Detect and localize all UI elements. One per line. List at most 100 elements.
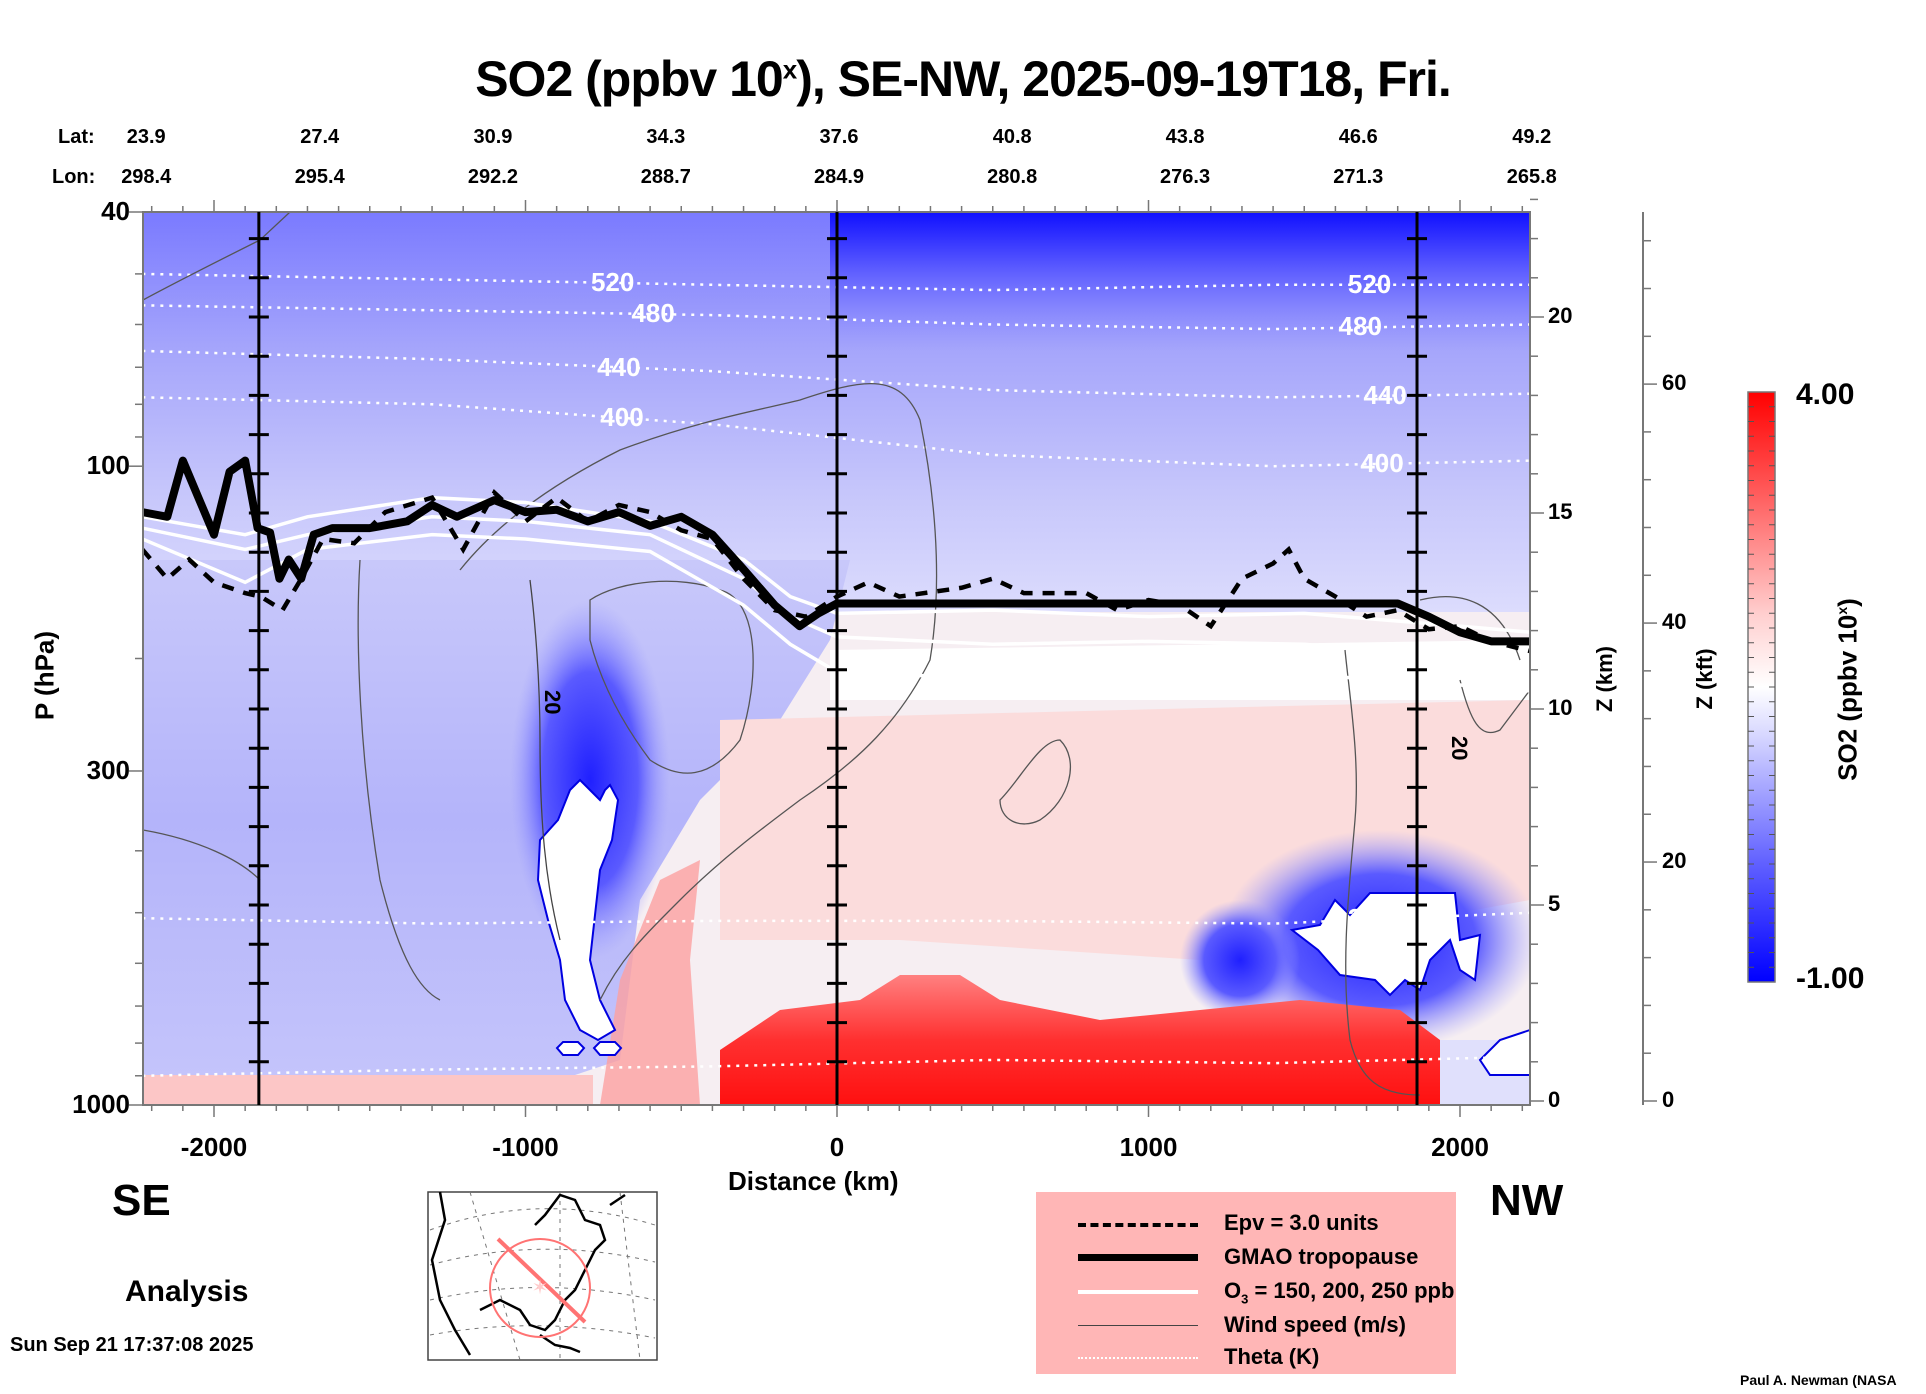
theta-label: 320 [1347, 903, 1392, 934]
region-left-troposphere [143, 560, 850, 1080]
longitude-label: 284.9 [813, 166, 865, 188]
analysis-label: Analysis [125, 1275, 249, 1308]
wind-contour-lower-left [143, 829, 261, 881]
region-white-band [830, 640, 1530, 700]
epv-contour [143, 489, 1530, 654]
lat-label: Lat: [58, 126, 95, 148]
legend-white-line-icon [1078, 1290, 1198, 1294]
latitude-label: 40.8 [992, 126, 1032, 148]
longitude-label: 298.4 [121, 166, 172, 188]
y-tick-label: 300 [86, 754, 130, 785]
legend-ozone-sub: 3 [1241, 1291, 1249, 1307]
theta-label: 520 [1347, 268, 1392, 299]
timestamp: Sun Sep 21 17:37:08 2025 [10, 1334, 254, 1356]
x-axis-ticks [150, 200, 1524, 1117]
zkm-axis-title: Z (km) [1592, 646, 1617, 712]
inset-map-coastlines [430, 1191, 626, 1356]
x-tick-label: 2000 [1431, 1132, 1489, 1162]
title-main: SO2 (ppbv 10 [475, 51, 784, 107]
legend: Epv = 3.0 units GMAO tropopause O3 = 150… [1036, 1192, 1456, 1374]
inset-map-center-star-icon: ✶ [532, 1277, 549, 1299]
zkm-tick-label: 10 [1548, 695, 1573, 720]
longitude-label: 271.3 [1333, 166, 1384, 188]
latitude-label: 43.8 [1165, 126, 1205, 148]
colorbar-title-main: SO2 (ppbv 10 [1832, 614, 1863, 781]
latitude-label: 49.2 [1512, 126, 1552, 148]
field-layer: 20 20 [143, 212, 1530, 1105]
zkft-tick-label: 20 [1662, 848, 1687, 874]
y-tick-label: 100 [86, 450, 130, 481]
tropopause-line [143, 456, 1530, 646]
wind-contour-20 [529, 579, 561, 941]
longitude-label: 292.2 [467, 166, 518, 188]
chart-title: SO2 (ppbv 10x), SE-NW, 2025-09-19T18, Fr… [0, 50, 1926, 108]
longitude-label: 276.3 [1160, 166, 1211, 188]
region-right-blue-2 [1180, 900, 1300, 1020]
zkft-axis-ticks [1643, 239, 1657, 1102]
theta-label: 400 [1360, 447, 1404, 478]
ozone-contour [143, 495, 1530, 634]
wind-contour-jet-outer [459, 382, 938, 1001]
legend-label-epv: Epv = 3.0 units [1224, 1210, 1379, 1235]
wind-label-20-left: 20 [540, 690, 565, 714]
wind-label-20-right: 20 [1447, 736, 1472, 760]
zkft-axis-title: Z (kft) [1692, 648, 1717, 710]
wind-contour-jet-inner [589, 580, 754, 774]
legend-thin-line-icon [1078, 1325, 1198, 1326]
title-rest: ), SE-NW, 2025-09-19T18, Fri. [796, 51, 1452, 107]
x-tick-label: -2000 [180, 1132, 248, 1162]
legend-ozone-o: O [1224, 1278, 1242, 1303]
zkm-tick-label: 0 [1548, 1087, 1561, 1112]
theta-contours [143, 272, 1530, 1078]
longitude-label: 295.4 [294, 166, 345, 188]
theta-contour [143, 396, 1530, 468]
right-white-region-2 [1478, 1028, 1530, 1076]
x-tick-label: 0 [829, 1132, 845, 1162]
inset-map-section-line [496, 1237, 587, 1324]
credit: Paul A. Newman (NASA [1740, 1372, 1897, 1388]
wind-contour-right [1344, 649, 1421, 1096]
theta-label: 520 [590, 267, 635, 297]
epv-dashed-line [143, 489, 1530, 654]
plume-white-blob-2 [592, 1041, 623, 1056]
wind-contour-left [357, 559, 441, 1001]
lon-label: Lon: [52, 166, 96, 188]
legend-item-epv: Epv = 3.0 units [1036, 1206, 1456, 1240]
y-axis-ticks [129, 211, 143, 1106]
colorbar-ticks [1748, 406, 1775, 968]
latitude-label: 23.9 [126, 126, 166, 148]
legend-item-wind: Wind speed (m/s) [1036, 1308, 1456, 1342]
plume-white-blob-1 [555, 1041, 586, 1056]
x-axis-title: Distance (km) [728, 1166, 899, 1196]
y-tick-label: 40 [101, 196, 130, 226]
region-surface-pink-left [143, 1075, 593, 1105]
colorbar-min-label: -1.00 [1796, 962, 1865, 995]
inset-map-graticule [429, 1191, 656, 1361]
region-dark-blue-top [830, 212, 1530, 352]
wind-contour-small [999, 739, 1072, 825]
legend-ozone-rest: = 150, 200, 250 ppb [1248, 1278, 1455, 1303]
legend-label-theta: Theta (K) [1224, 1344, 1320, 1369]
colorbar-title-sup: x [1833, 606, 1850, 615]
longitude-label: 280.8 [987, 166, 1038, 188]
title-superscript: x [782, 54, 798, 85]
zkm-tick-label: 5 [1548, 891, 1561, 916]
y-tick-label: 1000 [72, 1089, 130, 1119]
legend-item-tropopause: GMAO tropopause [1036, 1240, 1456, 1274]
colorbar-title: SO2 (ppbv 10x) [1833, 560, 1864, 820]
latitude-label: 30.9 [473, 126, 513, 148]
colorbar-title-rest: ) [1832, 598, 1863, 607]
theta-label: 400 [600, 402, 644, 433]
longitude-label: 265.8 [1506, 166, 1557, 188]
right-white-region [1289, 892, 1482, 997]
inset-map-circle [489, 1238, 591, 1338]
zkm-tick-label: 20 [1548, 303, 1573, 328]
region-boundary-red [720, 975, 1440, 1105]
colorbar-max-label: 4.00 [1796, 378, 1855, 411]
tropopause-heavy-line [143, 456, 1530, 646]
theta-label: 440 [597, 351, 641, 382]
zkft-tick-label: 0 [1662, 1087, 1675, 1112]
wind-contour-1 [143, 212, 291, 301]
zkft-tick-label: 40 [1662, 609, 1687, 635]
